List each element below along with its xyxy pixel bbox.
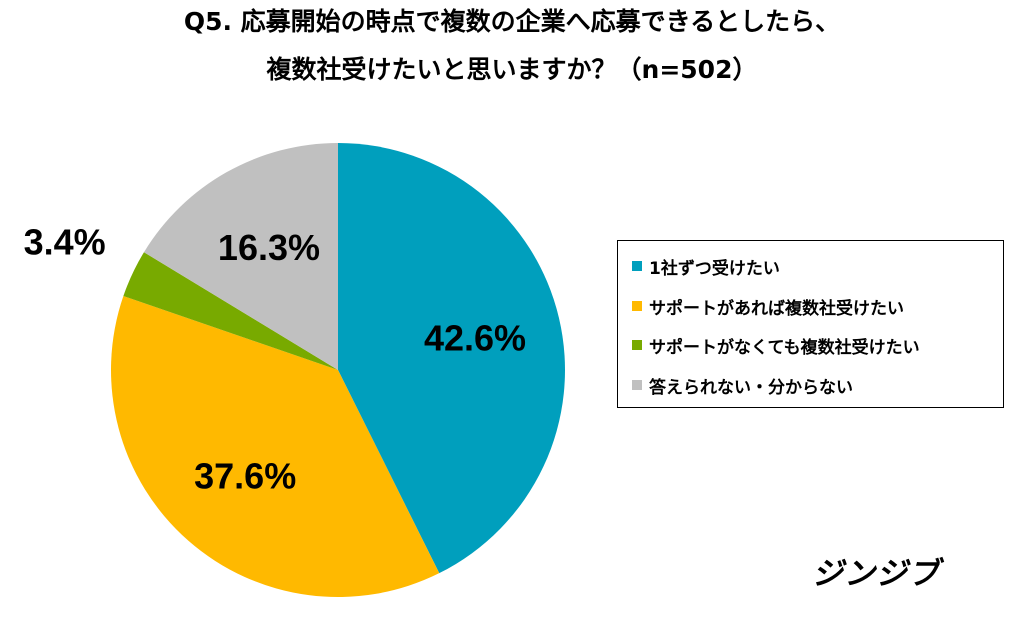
slice-one-company: [338, 143, 565, 574]
legend-item-multiple-with-support: サポートがあれば複数社受けたい: [632, 294, 904, 319]
legend-item-one-company: 1社ずつ受けたい: [632, 254, 780, 279]
data-label-multiple-with-support: 37.6%: [194, 455, 296, 496]
data-label-multiple-without-support: 3.4%: [24, 221, 106, 262]
brand-logo: ジンジブ: [812, 556, 940, 592]
legend-item-dont-know: 答えられない・分からない: [632, 373, 853, 398]
data-label-one-company: 42.6%: [424, 317, 526, 358]
legend-item-multiple-without-support: サポートがなくても複数社受けたい: [632, 333, 920, 358]
legend-label-multiple-without-support: サポートがなくても複数社受けたい: [649, 337, 920, 358]
chart-title-line2: 複数社受けたいと思いますか？（n=502）: [266, 55, 758, 84]
legend-swatch-multiple-with-support: [632, 301, 642, 311]
chart-legend: 1社ずつ受けたい サポートがあれば複数社受けたい サポートがなくても複数社受けた…: [617, 240, 1004, 408]
legend-label-dont-know: 答えられない・分からない: [649, 377, 853, 398]
chart-title-line1: Q5. 応募開始の時点で複数の企業へ応募できるとしたら、: [183, 7, 841, 36]
slice-multiple-without-support: [123, 252, 338, 370]
slice-multiple-with-support: [110, 296, 440, 597]
data-label-dont-know: 16.3%: [218, 227, 320, 268]
legend-label-one-company: 1社ずつ受けたい: [649, 258, 780, 279]
legend-swatch-one-company: [632, 261, 642, 271]
legend-swatch-multiple-without-support: [632, 340, 642, 350]
legend-swatch-dont-know: [632, 380, 642, 390]
legend-label-multiple-with-support: サポートがあれば複数社受けたい: [649, 298, 904, 319]
slice-dont-know: [143, 143, 338, 370]
